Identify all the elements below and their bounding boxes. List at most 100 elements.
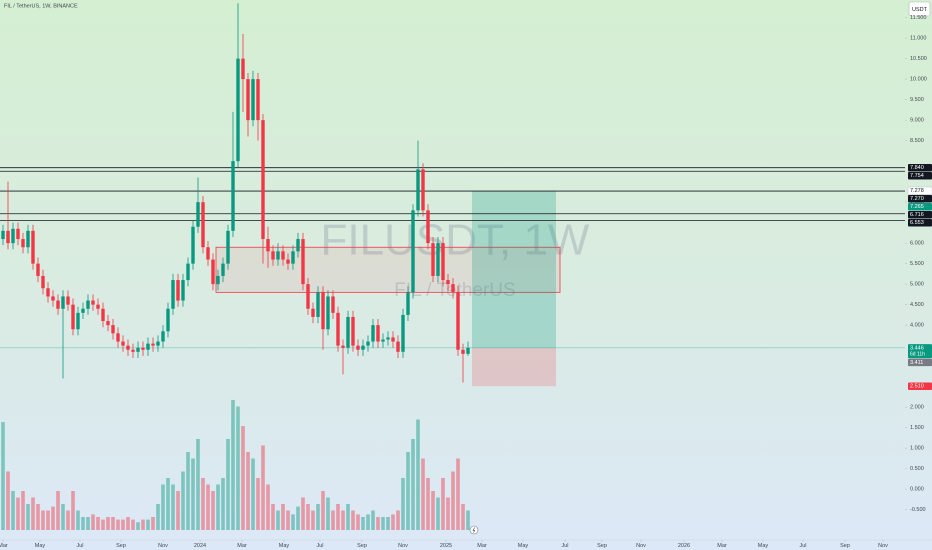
volume-bar xyxy=(391,514,395,530)
x-tick-label: Nov xyxy=(398,543,408,549)
volume-bar xyxy=(216,484,220,530)
volume-bar xyxy=(366,514,370,530)
volume-bar xyxy=(331,510,335,530)
y-tick-label: 9.000 xyxy=(910,118,924,124)
volume-bar xyxy=(266,484,270,530)
candle-body xyxy=(236,58,240,162)
volume-bar xyxy=(461,504,465,530)
x-tick-label: Mar xyxy=(717,543,727,549)
currency-box[interactable] xyxy=(908,1,931,17)
volume-bar xyxy=(121,519,125,530)
volume-bar xyxy=(166,478,170,530)
candle-body xyxy=(251,79,255,121)
volume-bar xyxy=(81,517,85,530)
volume-bar xyxy=(241,426,245,530)
candle-body xyxy=(301,239,305,285)
candle-body xyxy=(331,296,335,313)
candle-body xyxy=(76,312,80,330)
volume-bar xyxy=(196,439,200,530)
y-tick-label: 5.000 xyxy=(910,282,924,288)
candle-body xyxy=(226,230,230,264)
volume-bar xyxy=(156,504,160,530)
volume-bar xyxy=(41,510,45,530)
volume-bar xyxy=(236,406,240,530)
volume-bar xyxy=(261,445,265,530)
candle-body xyxy=(166,308,170,332)
x-tick-label: Jul xyxy=(799,543,806,549)
volume-bar xyxy=(456,458,460,530)
volume-bar xyxy=(226,439,230,530)
volume-bar xyxy=(396,510,400,530)
candle-body xyxy=(216,275,220,285)
volume-bar xyxy=(131,519,135,530)
volume-bar xyxy=(201,478,205,530)
price-label-bg xyxy=(908,358,932,367)
y-tick-label: 1.500 xyxy=(910,425,924,431)
price-label: 3.411 xyxy=(910,360,923,366)
y-tick-label: 8.500 xyxy=(910,138,924,144)
volume-bar xyxy=(101,519,105,530)
candle-body xyxy=(426,210,430,244)
candle-body xyxy=(201,202,205,248)
volume-bar xyxy=(296,506,300,530)
volume-bar xyxy=(6,471,10,530)
volume-bar xyxy=(76,510,80,530)
volume-bar xyxy=(251,458,255,530)
y-tick-label: 11.000 xyxy=(910,36,926,42)
volume-bar xyxy=(406,452,410,530)
candle-body xyxy=(106,321,110,326)
candle-body xyxy=(276,251,280,260)
x-tick-label: Sep xyxy=(597,543,607,549)
currency-label[interactable]: USDT xyxy=(912,7,928,13)
volume-bar xyxy=(311,510,315,530)
candle-body xyxy=(441,243,445,281)
volume-bar xyxy=(306,504,310,530)
volume-bar xyxy=(316,504,320,530)
position-profit xyxy=(472,191,556,348)
volume-bar xyxy=(171,484,175,530)
volume-bar xyxy=(116,519,120,530)
volume-bar xyxy=(136,522,140,530)
volume-bar xyxy=(466,510,470,530)
price-label-bg xyxy=(908,344,932,359)
price-label-bg xyxy=(908,218,932,227)
event-icon-glyph xyxy=(472,527,476,533)
event-icon[interactable] xyxy=(469,525,479,535)
volume-bar xyxy=(346,504,350,530)
y-tick-label: 7.000 xyxy=(910,200,924,206)
candle-body xyxy=(191,226,195,264)
volume-bar xyxy=(221,478,225,530)
candle-body xyxy=(396,341,400,352)
candle-body xyxy=(126,345,130,350)
volume-bar xyxy=(341,510,345,530)
x-tick-label: Sep xyxy=(840,543,850,549)
candle-body xyxy=(46,288,50,297)
candle-body xyxy=(291,251,295,264)
candle-body xyxy=(26,230,30,248)
candle-body xyxy=(261,120,265,240)
volume-bar xyxy=(191,458,195,530)
candle-body xyxy=(61,296,65,309)
candle-body xyxy=(111,325,115,334)
volume-bar xyxy=(246,452,250,530)
y-tick-label: 4.500 xyxy=(910,302,924,308)
position-loss xyxy=(472,347,556,387)
volume-bar xyxy=(26,504,30,530)
volume-bar xyxy=(186,452,190,530)
volume-bar xyxy=(386,517,390,530)
watermark-subtitle: FIL / TetherUS xyxy=(394,280,515,301)
candle-body xyxy=(326,296,330,330)
candle-body xyxy=(11,228,15,244)
x-tick-label: Mar xyxy=(237,543,247,549)
candle-body xyxy=(241,58,245,80)
volume-bar xyxy=(336,504,340,530)
volume-bar xyxy=(361,517,365,530)
candle-body xyxy=(316,292,320,317)
price-label: 7.278 xyxy=(910,188,924,194)
volume-bar xyxy=(111,517,115,530)
y-tick-label: 0.000 xyxy=(910,487,924,493)
candle-body xyxy=(406,292,410,315)
volume-bar xyxy=(21,491,25,530)
y-tick-label: 10.000 xyxy=(910,77,927,83)
x-tick-label: May xyxy=(758,543,769,549)
